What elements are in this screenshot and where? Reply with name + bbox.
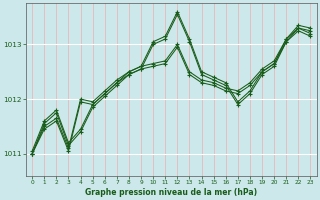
X-axis label: Graphe pression niveau de la mer (hPa): Graphe pression niveau de la mer (hPa) [85, 188, 257, 197]
